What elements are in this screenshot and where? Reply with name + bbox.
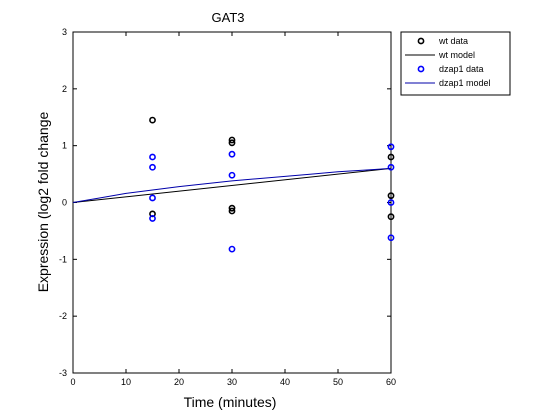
dzap1-data-point xyxy=(387,234,395,242)
x-tick-label: 50 xyxy=(333,377,343,387)
dzap1-model-line xyxy=(72,167,392,203)
y-tick-label: -1 xyxy=(59,254,67,264)
legend-dzap1-data-swatch xyxy=(417,65,425,73)
dzap1-data-point xyxy=(387,163,395,171)
x-tick-label: 60 xyxy=(386,377,396,387)
y-tick-label: -2 xyxy=(59,311,67,321)
y-tick-label: 1 xyxy=(62,141,67,151)
dzap1-data-point xyxy=(228,171,236,179)
dzap1-data-point xyxy=(149,194,156,202)
wt-model-line xyxy=(72,167,392,203)
dzap1-data-point xyxy=(387,143,395,151)
wt-data-point xyxy=(228,136,236,144)
x-tick-label: 30 xyxy=(227,377,237,387)
wt-data-point xyxy=(149,116,156,124)
y-axis-label: Expression (log2 fold change xyxy=(35,112,51,293)
legend-wt-data-swatch xyxy=(417,37,425,45)
legend-wt-data-label: wt data xyxy=(438,36,468,46)
wt-data-point xyxy=(387,153,395,161)
y-tick-label: 2 xyxy=(62,84,67,94)
dzap1-data-point xyxy=(149,215,156,222)
dzap1-data-point xyxy=(149,163,156,171)
wt-data-point xyxy=(228,139,236,147)
dzap1-data-point xyxy=(228,245,236,253)
legend-dzap1-data-label: dzap1 data xyxy=(439,64,484,74)
dzap1-data-point xyxy=(387,199,395,206)
chart-title: GAT3 xyxy=(212,10,245,25)
legend-wt-model-label: wt model xyxy=(438,50,475,60)
x-tick-label: 40 xyxy=(280,377,290,387)
y-tick-label: 0 xyxy=(62,198,67,208)
x-axis-label: Time (minutes) xyxy=(184,394,277,410)
wt-data-point xyxy=(387,192,395,200)
x-tick-label: 0 xyxy=(70,377,75,387)
dzap1-data-point xyxy=(149,153,156,161)
y-tick-label: 3 xyxy=(62,27,67,37)
wt-data-point xyxy=(387,213,395,221)
y-tick-label: -3 xyxy=(59,368,67,378)
x-tick-label: 20 xyxy=(174,377,184,387)
x-tick-label: 10 xyxy=(121,377,131,387)
legend-dzap1-model-label: dzap1 model xyxy=(439,78,491,88)
dzap1-data-point xyxy=(228,150,236,158)
wt-data-point xyxy=(228,204,236,212)
wt-data-point xyxy=(228,207,236,215)
plot-area xyxy=(72,31,392,374)
